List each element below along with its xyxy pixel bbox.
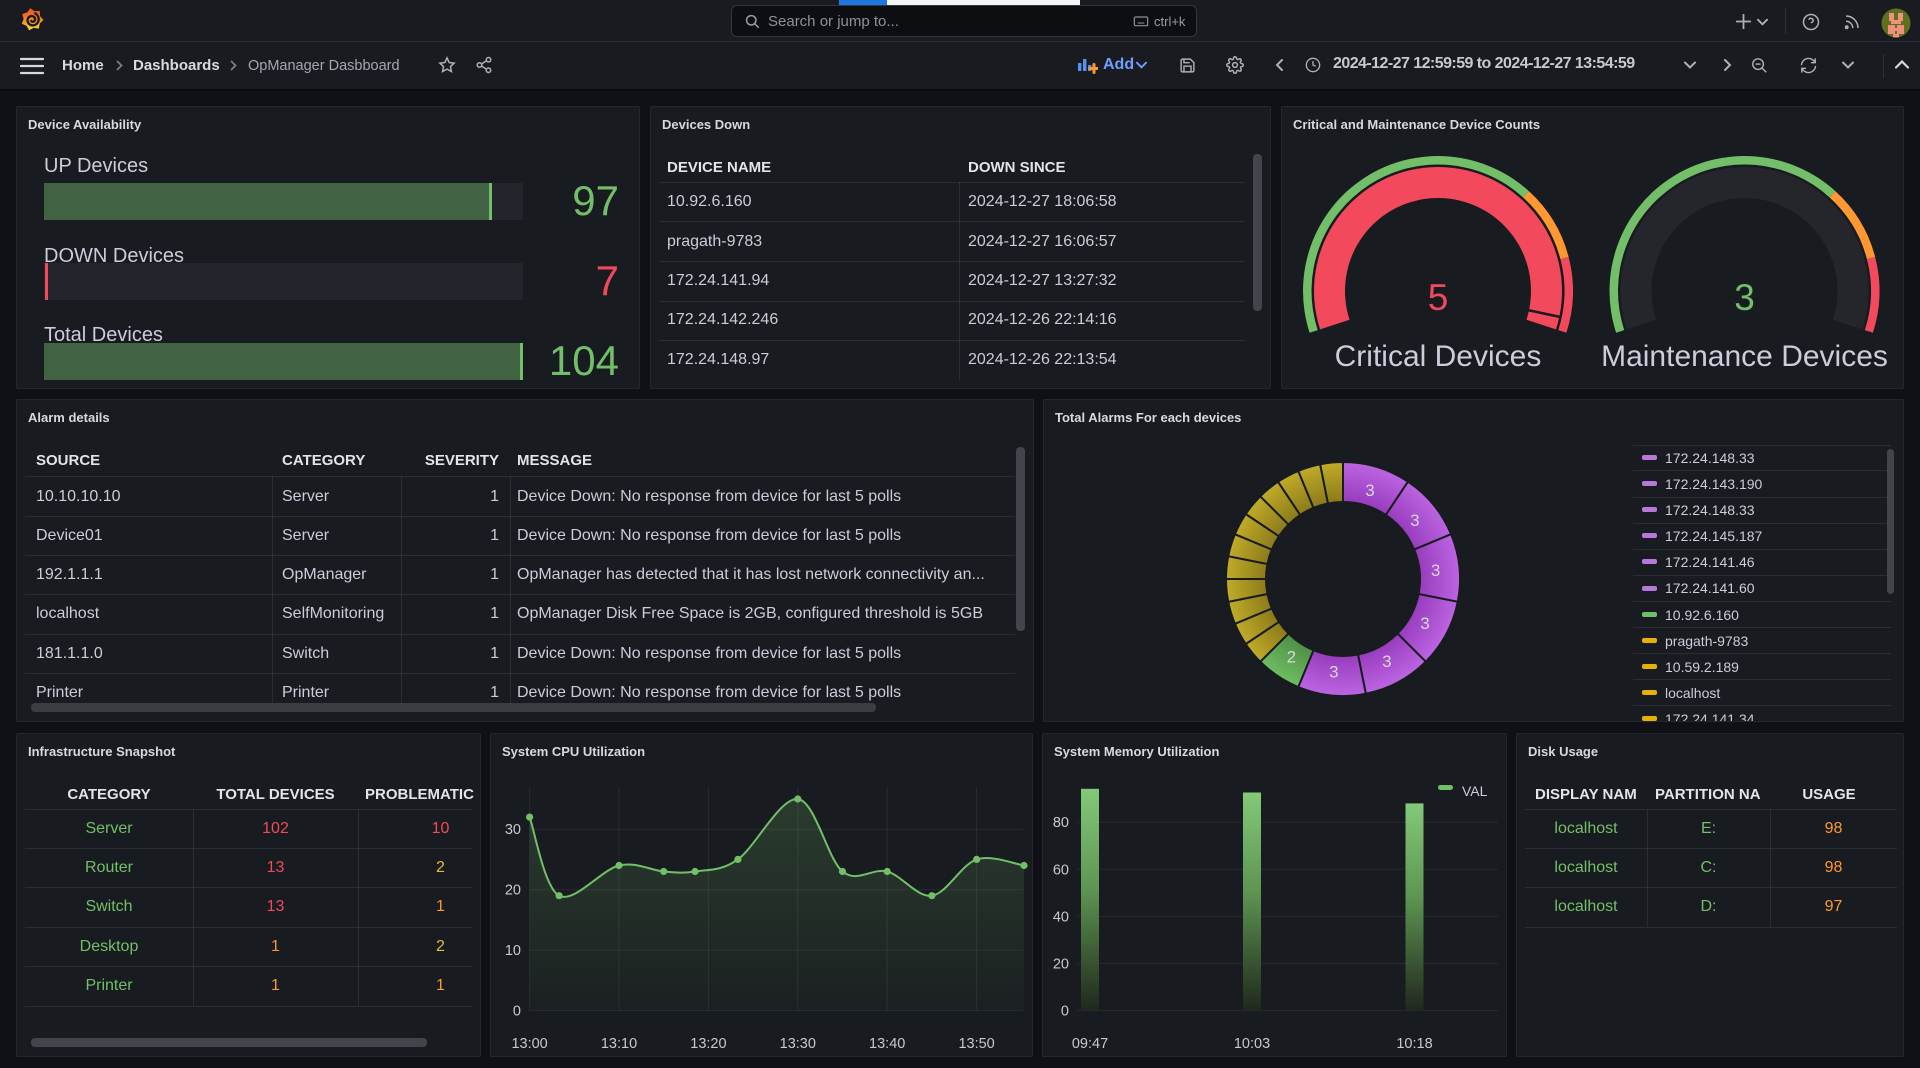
svg-text:3: 3: [1431, 561, 1440, 580]
svg-text:Critical Devices: Critical Devices: [1335, 340, 1542, 373]
svg-text:3: 3: [1329, 663, 1338, 682]
svg-text:10: 10: [505, 943, 521, 959]
svg-text:VAL: VAL: [1462, 783, 1488, 799]
svg-text:0: 0: [1061, 1004, 1069, 1020]
svg-text:13:30: 13:30: [780, 1036, 816, 1052]
svg-text:13:40: 13:40: [869, 1036, 905, 1052]
svg-text:20: 20: [1053, 957, 1069, 973]
svg-text:5: 5: [1428, 277, 1449, 318]
svg-text:30: 30: [505, 822, 521, 838]
svg-text:20: 20: [505, 883, 521, 899]
svg-text:13:00: 13:00: [511, 1036, 547, 1052]
svg-text:10:18: 10:18: [1396, 1036, 1432, 1052]
svg-text:09:47: 09:47: [1072, 1036, 1108, 1052]
svg-text:2: 2: [1287, 647, 1296, 666]
svg-text:3: 3: [1382, 652, 1391, 671]
svg-text:3: 3: [1420, 614, 1429, 633]
svg-text:0: 0: [513, 1004, 521, 1020]
svg-text:Maintenance Devices: Maintenance Devices: [1601, 340, 1888, 373]
svg-text:10:03: 10:03: [1234, 1036, 1270, 1052]
svg-text:40: 40: [1053, 909, 1069, 925]
svg-text:13:50: 13:50: [958, 1036, 994, 1052]
svg-text:3: 3: [1410, 511, 1419, 530]
svg-text:60: 60: [1053, 862, 1069, 878]
svg-text:3: 3: [1365, 481, 1374, 500]
svg-text:13:20: 13:20: [690, 1036, 726, 1052]
svg-text:3: 3: [1734, 277, 1755, 318]
svg-text:13:10: 13:10: [601, 1036, 637, 1052]
svg-text:80: 80: [1053, 815, 1069, 831]
